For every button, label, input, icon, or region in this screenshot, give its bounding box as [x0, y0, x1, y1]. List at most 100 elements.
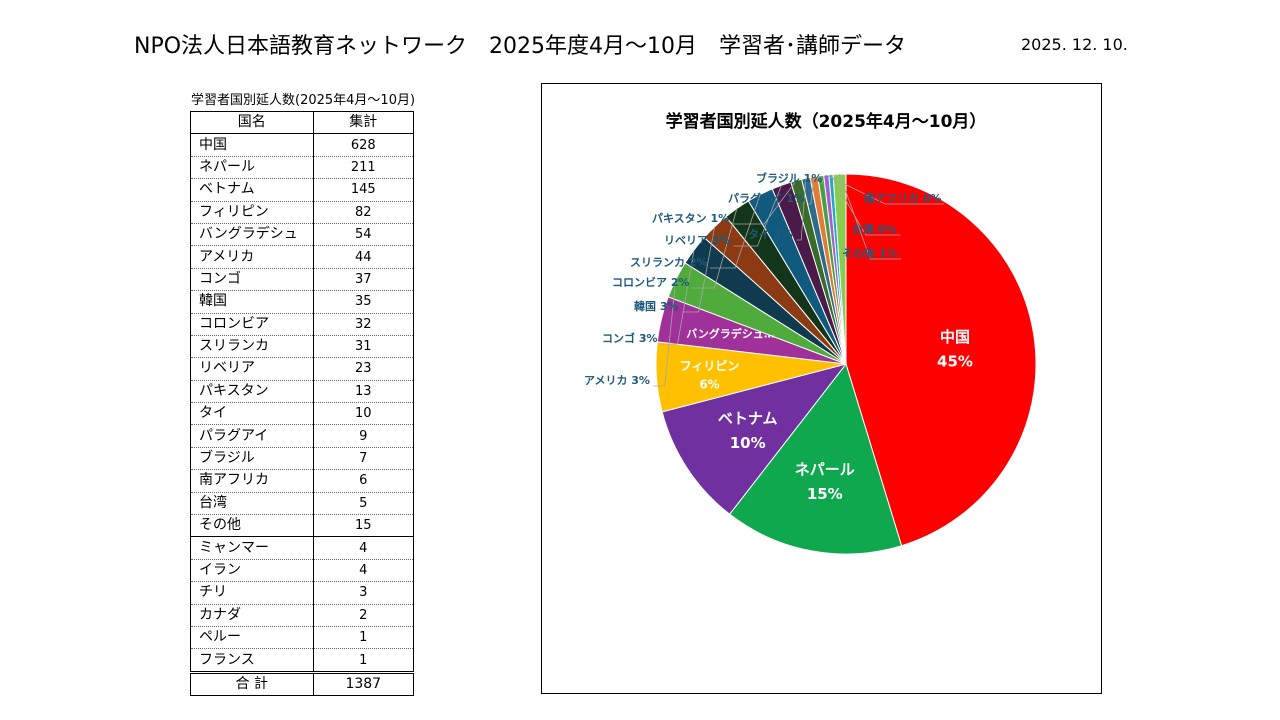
country-name-cell: フィリピン — [190, 201, 314, 224]
table-row: コンゴ 37 — [190, 268, 415, 292]
slice-label-outside: パキスタン 1% — [652, 212, 729, 225]
country-name-cell: イラン — [190, 559, 314, 583]
slice-label-outside: ブラジル 1% — [756, 171, 822, 185]
total-value-cell: 1387 — [312, 670, 415, 697]
slice-label: ベトナム — [718, 409, 778, 427]
table-row: イラン 4 — [190, 559, 415, 583]
count-cell: 145 — [312, 178, 415, 202]
count-cell: 23 — [312, 357, 415, 381]
slice-label-outside: コンゴ 3% — [602, 331, 658, 345]
leader-line — [653, 279, 677, 387]
country-name-cell: コンゴ — [190, 268, 314, 292]
country-name-cell: 台湾 — [190, 492, 314, 516]
country-name-cell: リベリア — [190, 357, 314, 381]
table-row: リベリア 23 — [190, 357, 415, 381]
table-row: ベトナム 145 — [190, 178, 415, 202]
report-date: 2025. 12. 10. — [1021, 35, 1128, 54]
count-cell: 1 — [312, 626, 415, 650]
country-name-cell: カナダ — [190, 604, 314, 627]
count-cell: 4 — [312, 536, 415, 560]
pie-slice — [661, 363, 848, 515]
slice-label: バングラデシュ… — [686, 326, 775, 340]
slice-percent-label: 6% — [699, 377, 719, 391]
country-name-cell: ミャンマー — [190, 536, 314, 560]
leader-line — [732, 180, 797, 225]
table-row: スリランカ 31 — [190, 335, 415, 359]
table-row: 韓国 35 — [190, 290, 415, 314]
count-cell: 35 — [312, 290, 415, 314]
table-row: カナダ 2 — [190, 604, 415, 627]
country-name-cell: 南アフリカ — [190, 469, 314, 493]
slice-label-outside: アメリカ 3% — [584, 374, 650, 387]
count-cell: 7 — [312, 447, 415, 471]
country-name-cell: バングラデシュ — [190, 223, 314, 247]
slice-label-outside: 韓国 3% — [634, 299, 679, 313]
slice-label: 中国 — [940, 328, 970, 346]
country-name-cell: パキスタン — [190, 380, 314, 404]
table-header-row: 国名 集計 — [190, 110, 415, 135]
leader-line — [796, 178, 807, 241]
slice-label-outside: スリランカ 2% — [630, 256, 708, 269]
leader-line — [826, 174, 944, 205]
table-row: 中国 628 — [190, 133, 415, 157]
leader-line — [839, 173, 901, 260]
count-cell: 211 — [312, 156, 415, 180]
country-name-cell: その他 — [190, 514, 314, 538]
country-name-cell: タイ — [190, 402, 314, 426]
slice-percent-label: 10% — [730, 434, 766, 452]
country-name-cell: ブラジル — [190, 447, 314, 471]
table-total-row: 合 計 1387 — [190, 670, 415, 697]
count-cell: 44 — [312, 245, 415, 269]
pie-slice — [845, 173, 1037, 547]
table-row: パラグアイ 9 — [190, 424, 415, 448]
slice-percent-label: 15% — [807, 485, 843, 503]
country-name-cell: パラグアイ — [190, 424, 314, 448]
country-name-cell: ベトナム — [190, 178, 314, 202]
total-label-cell: 合 計 — [190, 670, 314, 697]
count-cell: 3 — [312, 581, 415, 605]
count-cell: 6 — [312, 469, 415, 493]
table-row: チリ 3 — [190, 581, 415, 605]
count-cell: 4 — [312, 559, 415, 583]
table-row: ペルー 1 — [190, 626, 415, 650]
pie-chart: 学習者国別延人数（2025年4月～10月） 中国 45% ネパール 15% ベトナム 10%… — [584, 111, 1037, 555]
country-name-cell: スリランカ — [190, 335, 314, 359]
count-cell: 31 — [312, 335, 415, 359]
count-cell: 2 — [312, 604, 415, 627]
country-name-cell: チリ — [190, 581, 314, 605]
pie-slice — [832, 173, 847, 365]
country-name-cell: フランス — [190, 648, 314, 673]
col-header-country: 国名 — [190, 110, 314, 135]
leader-line — [710, 194, 761, 269]
pie-slice — [728, 362, 903, 555]
table-row: ミャンマー 4 — [190, 536, 415, 560]
learner-count-table: 国名 集計 中国 628 ネパール 211 ベトナム 145 フィリピン 82 バングラデシュ 5… — [190, 110, 415, 697]
country-name-cell: ペルー — [190, 626, 314, 650]
country-name-cell: 中国 — [190, 133, 314, 157]
leader-line — [733, 185, 782, 247]
table-row: タイ 10 — [190, 402, 415, 426]
leader-line — [661, 249, 695, 345]
slice-label-outside: リベリア 2% — [664, 234, 731, 247]
table-row: パキスタン 13 — [190, 380, 415, 404]
table-row: フィリピン 82 — [190, 201, 415, 224]
slice-label: ネパール — [795, 460, 855, 478]
leader-line — [682, 226, 716, 313]
slice-label-outside: その他 1% — [842, 246, 898, 260]
table-row: その他 15 — [190, 514, 415, 538]
leader-line — [830, 174, 901, 236]
slice-label-outside: パラグアイ 1% — [728, 191, 805, 205]
table-row: フランス 1 — [190, 648, 415, 673]
country-name-cell: ネパール — [190, 156, 314, 180]
count-cell: 628 — [312, 133, 415, 157]
leader-line — [808, 176, 815, 205]
leader-line — [820, 175, 826, 185]
table-row: コロンビア 32 — [190, 313, 415, 336]
country-name-cell: 韓国 — [190, 290, 314, 314]
slice-label-outside: 台湾 0% — [852, 222, 897, 236]
count-cell: 15 — [312, 514, 415, 538]
count-cell: 32 — [312, 313, 415, 336]
slice-label-outside: 南アフリカ 0% — [864, 191, 942, 205]
count-cell: 54 — [312, 223, 415, 247]
col-header-total: 集計 — [312, 110, 415, 135]
